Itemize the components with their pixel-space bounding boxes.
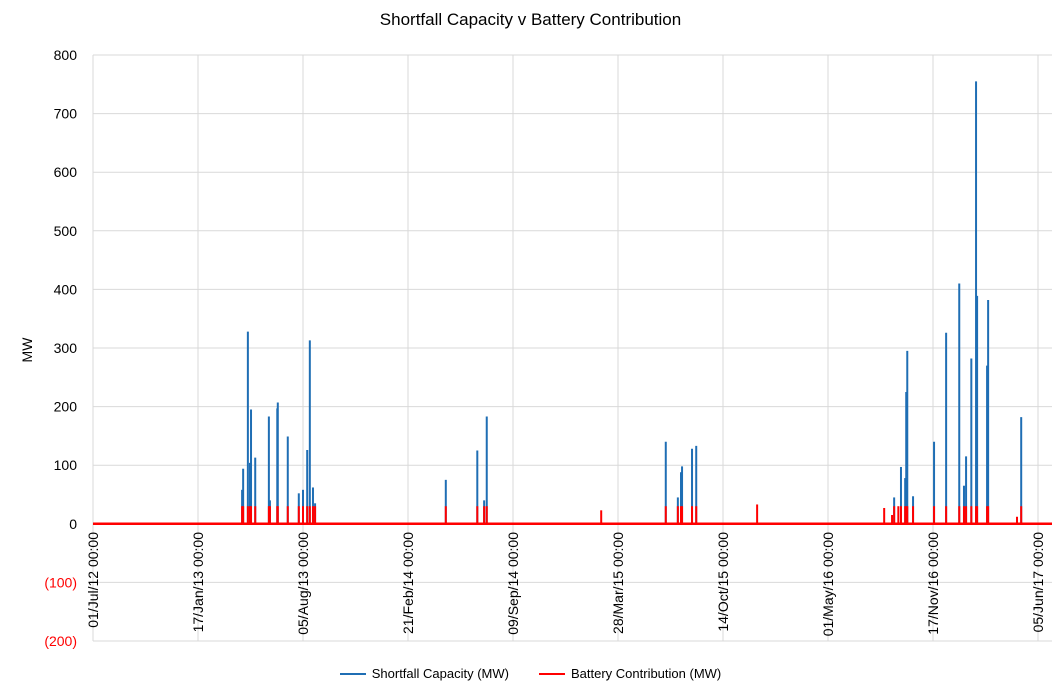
y-axis-label: MW: [19, 337, 35, 363]
series-marks: [93, 81, 1052, 526]
y-tick-label: 500: [54, 223, 78, 239]
y-tick-label: 400: [54, 281, 78, 297]
y-tick-label: 800: [54, 47, 78, 63]
legend: Shortfall Capacity (MW) Battery Contribu…: [0, 666, 1061, 681]
gridlines: [92, 54, 1052, 642]
legend-item-shortfall: Shortfall Capacity (MW): [339, 666, 509, 681]
y-axis-ticks: 800 700 600 500 400 300 200 100 0 (100) (200): [44, 47, 77, 649]
x-tick-label: 14/Oct/15 00:00: [715, 532, 731, 632]
y-tick-label: (100): [44, 574, 77, 590]
x-tick-label: 05/Jun/17 00:00: [1030, 532, 1046, 633]
chart-title: Shortfall Capacity v Battery Contributio…: [379, 10, 682, 29]
y-tick-label: (200): [44, 633, 77, 649]
x-axis-ticks: 01/Jul/12 00:00 17/Jan/13 00:00 05/Aug/13 …: [85, 532, 1046, 637]
y-tick-label: 0: [69, 516, 77, 532]
legend-label-battery: Battery Contribution (MW): [570, 666, 722, 681]
y-tick-label: 200: [54, 399, 78, 415]
x-tick-label: 05/Aug/13 00:00: [295, 532, 311, 635]
x-tick-label: 17/Jan/13 00:00: [190, 532, 206, 633]
x-tick-label: 28/Mar/15 00:00: [610, 532, 626, 634]
legend-swatch-shortfall: [339, 672, 366, 675]
legend-swatch-battery: [538, 672, 565, 675]
x-tick-label: 01/May/16 00:00: [820, 532, 836, 637]
y-tick-label: 100: [54, 457, 78, 473]
x-tick-label: 21/Feb/14 00:00: [400, 532, 416, 634]
y-tick-label: 600: [54, 164, 78, 180]
legend-label-shortfall: Shortfall Capacity (MW): [371, 666, 509, 681]
x-tick-label: 01/Jul/12 00:00: [85, 532, 101, 628]
y-tick-label: 300: [54, 340, 78, 356]
x-tick-label: 17/Nov/16 00:00: [925, 532, 941, 635]
y-tick-label: 700: [54, 106, 78, 122]
x-tick-label: 09/Sep/14 00:00: [505, 532, 521, 635]
legend-item-battery: Battery Contribution (MW): [538, 666, 722, 681]
